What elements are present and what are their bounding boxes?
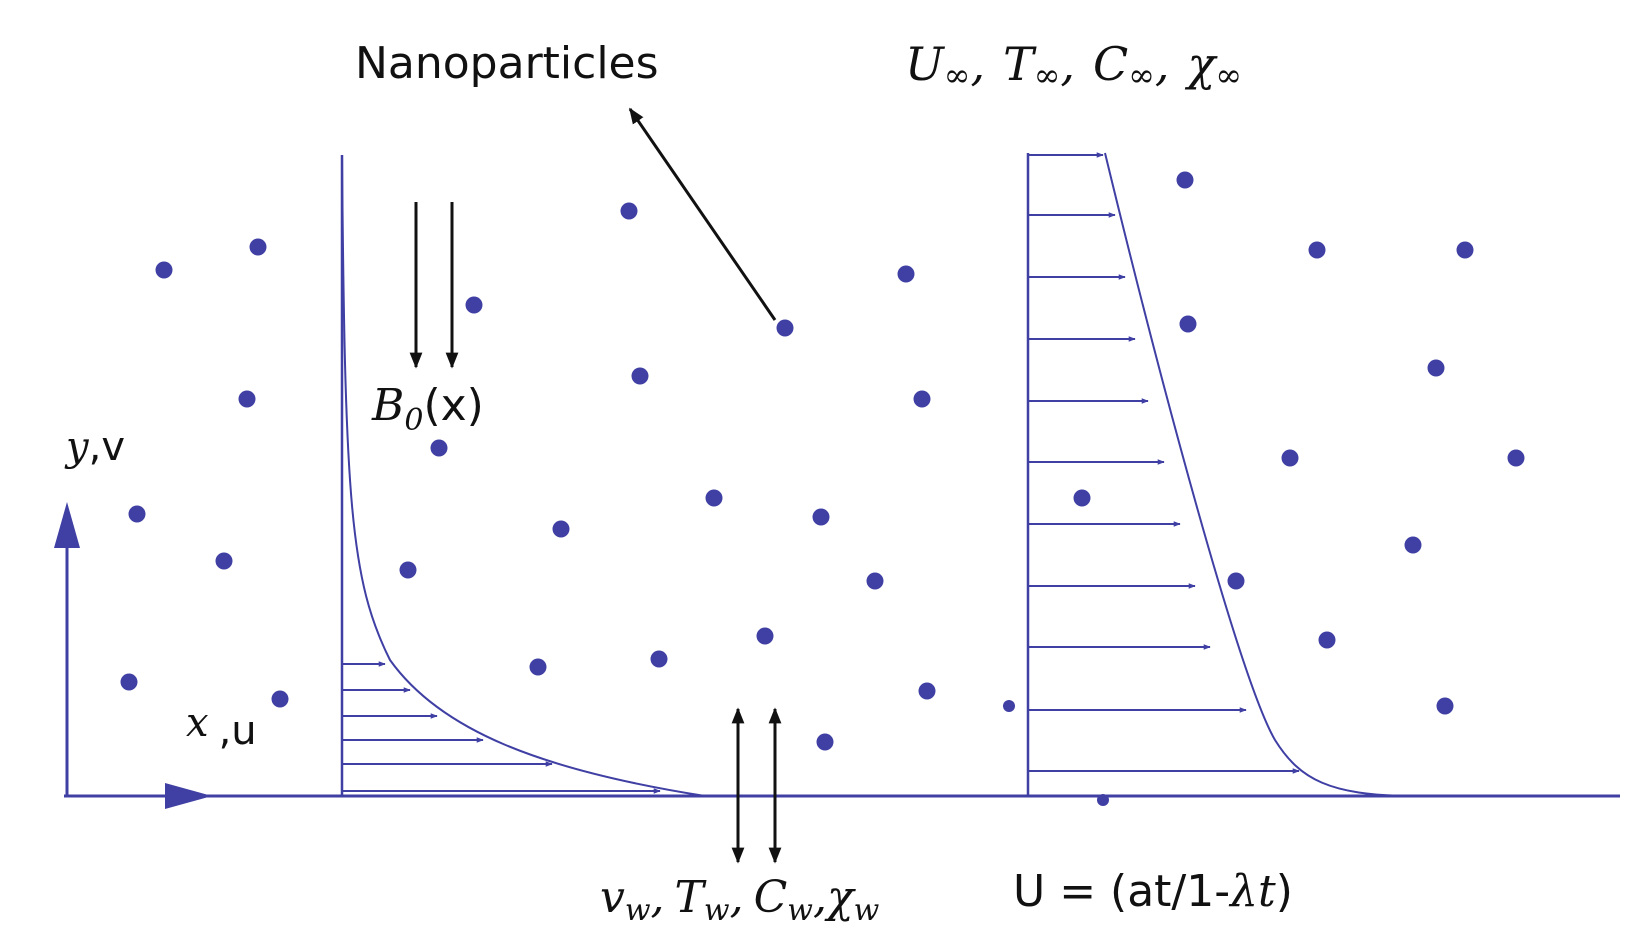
nanoparticle-dot-icon [238,390,256,408]
nanoparticle-dot-icon [465,296,483,314]
nanoparticle-dot-icon [120,673,138,691]
nanoparticle-dot-icon [271,690,289,708]
nanoparticle-dot-icon [1318,631,1336,649]
nanoparticle-dot-icon [1308,241,1326,259]
y-axis-arrowhead-icon [54,502,80,548]
nanoparticle-dot-icon [399,561,417,579]
nanoparticle-dot-icon [816,733,834,751]
free-stream-velocity-label: U = (at/1-λt) [1013,866,1293,917]
nanoparticle-dot-icon [756,627,774,645]
nanoparticle-dot-icon [529,658,547,676]
nanoparticle-dot-icon [430,439,448,457]
magnetic-field-label: B0(x) [371,380,484,438]
nanoparticle-dot-icon [913,390,931,408]
nanoparticle-dot-icon [1179,315,1197,333]
nanoparticle-dot-icon [705,489,723,507]
nanoparticle-dot-icon [1227,572,1245,590]
left-velocity-profile-curve [341,154,706,797]
x-axis-arrowhead-icon [165,783,212,809]
nanoparticle-dot-icon [552,520,570,538]
nanoparticle-dot-icon [1073,489,1091,507]
nanoparticle-dot-icon [1436,697,1454,715]
nanoparticles-label: Nanoparticles [355,38,659,89]
nanoparticle-dot-icon [1507,449,1525,467]
x-axis-label: x ,u [186,700,257,754]
nanoparticle-dot-icon [1097,794,1109,806]
nanoparticle-dot-icon [1176,171,1194,189]
right-velocity-profile-curve [1104,152,1411,797]
nanoparticle-dot-icon [918,682,936,700]
nanoparticles-pointer-arrow [628,107,777,321]
nanoparticle-dot-icon [1404,536,1422,554]
nanoparticle-dot-icon [128,505,146,523]
nanoparticle-dot-icon [620,202,638,220]
nanoparticle-dots [120,171,1525,806]
nanoparticle-dot-icon [866,572,884,590]
nanoparticle-dot-icon [631,367,649,385]
nanoparticle-dot-icon [1281,449,1299,467]
freestream-conditions-label: U∞, T∞, C∞, χ∞ [905,37,1242,94]
wall-conditions-label: vw, Tw, Cw,χw [600,872,880,928]
nanoparticle-dot-icon [650,650,668,668]
nanoparticle-dot-icon [812,508,830,526]
nanoparticle-dot-icon [897,265,915,283]
left-profile-arrows [342,661,661,794]
nanoparticle-dot-icon [776,319,794,337]
nanoparticle-dot-icon [155,261,173,279]
nanoparticle-dot-icon [1456,241,1474,259]
nanoparticle-dot-icon [1427,359,1445,377]
nanoparticle-dot-icon [1003,700,1015,712]
nanoparticle-dot-icon [215,552,233,570]
right-profile-arrows [1028,152,1300,774]
nanoparticle-dot-icon [249,238,267,256]
y-axis-label: y,v [64,424,125,470]
